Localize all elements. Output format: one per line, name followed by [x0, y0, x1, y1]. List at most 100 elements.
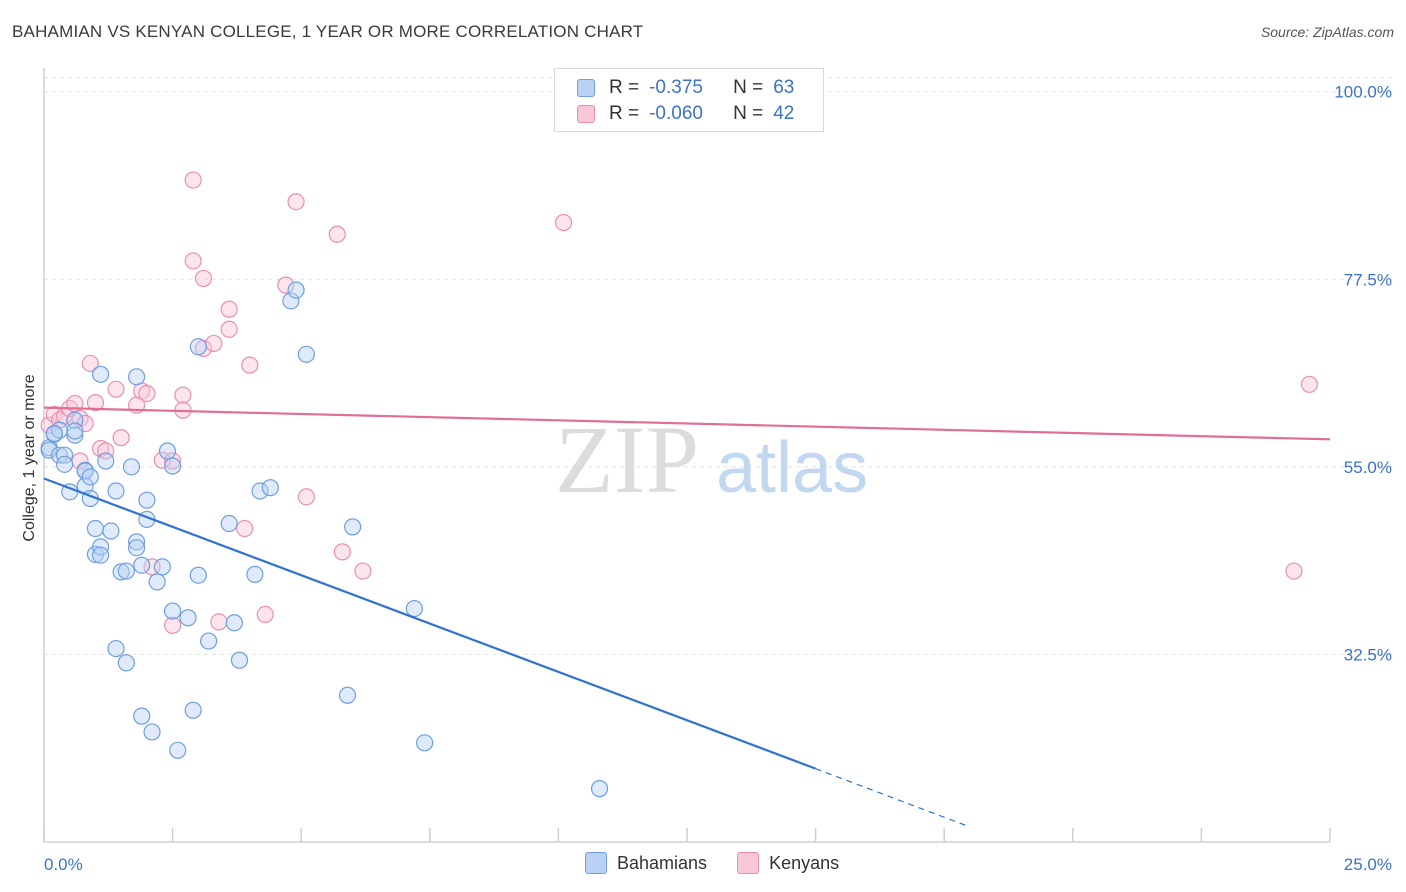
bahamians-point — [91, 365, 110, 383]
bahamians-point — [405, 599, 423, 618]
bahamians-point — [230, 651, 249, 669]
kenyans-point — [40, 416, 58, 434]
y-tick-label: 55.0% — [1344, 458, 1392, 477]
x-tick-label-min: 0.0% — [44, 855, 83, 874]
bahamians-point — [189, 566, 207, 584]
bahamians-legend-swatch — [585, 852, 607, 874]
bahamians-point — [91, 546, 110, 564]
kenyans-point — [174, 386, 192, 404]
legend-item-bahamians[interactable]: Bahamians — [585, 852, 707, 874]
kenyans-legend-swatch — [737, 852, 760, 874]
bahamians-point — [590, 780, 609, 798]
kenyans-point — [1285, 562, 1303, 580]
y-axis-label: College, 1 year or more — [21, 374, 38, 541]
bahamians-point — [220, 514, 238, 533]
kenyans-point — [333, 543, 351, 561]
legend-row-bahamians: R = -0.375 N = 63 — [577, 76, 794, 100]
bahamians-point — [107, 482, 125, 500]
n-label: N = — [733, 103, 764, 124]
bahamians-point — [189, 338, 207, 356]
bahamians-point — [117, 562, 135, 580]
kenyans-point — [354, 562, 372, 580]
bahamians-point — [251, 482, 269, 500]
bahamians-point — [66, 422, 84, 440]
kenyans-r-value: -0.060 — [649, 103, 703, 124]
bahamians-point — [158, 442, 177, 460]
kenyans-point — [220, 300, 238, 318]
kenyans-point — [210, 613, 228, 631]
bahamians-n-value: 63 — [773, 77, 795, 98]
bahamians-point — [112, 563, 130, 581]
bahamians-point — [81, 468, 99, 486]
kenyans-point — [184, 171, 202, 189]
stats-legend: R = -0.375 N = 63 R = -0.060 N = 42 — [554, 68, 824, 132]
watermark-atlas: atlas — [716, 428, 868, 508]
kenyans-legend-label: Kenyans — [769, 852, 840, 873]
bahamians-points — [40, 281, 609, 798]
bahamians-point — [261, 479, 279, 497]
series-legend: Bahamians Kenyans — [585, 852, 869, 874]
kenyans-point — [81, 354, 99, 373]
bahamians-point — [127, 539, 146, 557]
kenyans-point — [1300, 375, 1319, 393]
bahamians-point — [148, 573, 166, 591]
legend-row-kenyans: R = -0.060 N = 42 — [577, 102, 794, 126]
bahamians-point — [117, 654, 135, 672]
kenyans-point — [277, 276, 295, 294]
kenyans-swatch — [577, 105, 595, 123]
source-label: Source: ZipAtlas.com — [1260, 24, 1394, 40]
bahamians-point — [246, 565, 264, 583]
kenyans-trend-line — [43, 406, 1331, 441]
kenyans-point — [112, 429, 130, 447]
chart-title: BAHAMIAN VS KENYAN COLLEGE, 1 YEAR OR MO… — [12, 22, 644, 41]
tick-labels: 100.0% 77.5% 55.0% 32.5% 0.0% 25.0% — [44, 83, 1392, 874]
bahamians-point — [107, 639, 125, 658]
kenyans-point — [241, 356, 259, 374]
bahamians-r-value: -0.375 — [649, 77, 703, 98]
bahamians-point — [45, 424, 63, 443]
kenyans-point — [86, 394, 105, 412]
kenyans-point — [236, 519, 254, 538]
bahamians-point — [133, 707, 151, 725]
bahamians-point — [297, 345, 315, 363]
kenyans-point — [138, 384, 156, 403]
bahamians-point — [127, 368, 146, 386]
y-tick-label: 100.0% — [1334, 83, 1392, 102]
bahamians-legend-label: Bahamians — [617, 852, 708, 873]
watermark: ZIP atlas — [555, 406, 868, 513]
bahamians-point — [169, 741, 187, 759]
trend-lines — [43, 406, 1331, 828]
r-label: R = — [609, 103, 640, 124]
bahamians-point — [55, 455, 74, 473]
kenyans-point — [554, 213, 573, 232]
axes — [43, 68, 1331, 843]
bahamians-point — [338, 686, 357, 704]
bahamians-point — [86, 519, 105, 538]
kenyans-point — [184, 252, 202, 270]
bahamians-point — [179, 609, 197, 627]
y-tick-label: 32.5% — [1344, 645, 1392, 664]
r-label: R = — [609, 77, 640, 98]
bahamians-point — [50, 446, 69, 464]
legend-item-kenyans[interactable]: Kenyans — [737, 852, 839, 874]
bahamians-point — [287, 281, 305, 299]
kenyans-point — [97, 442, 115, 460]
y-tick-label: 77.5% — [1344, 270, 1392, 289]
kenyans-point — [287, 193, 305, 211]
kenyans-point — [297, 488, 315, 506]
bahamians-point — [282, 292, 300, 310]
bahamians-point — [164, 457, 182, 475]
bahamians-trend-extension — [815, 768, 971, 828]
kenyans-point — [220, 320, 238, 338]
bahamians-point — [127, 533, 146, 551]
bahamians-trend-line — [43, 477, 816, 770]
bahamians-point — [416, 734, 434, 752]
bahamians-point — [153, 558, 171, 576]
bahamians-point — [55, 446, 74, 464]
kenyans-point — [256, 605, 274, 624]
n-label: N = — [733, 77, 764, 98]
x-tick-label-max: 25.0% — [1344, 855, 1392, 874]
kenyans-points — [40, 171, 1319, 634]
bahamians-point — [143, 723, 161, 741]
